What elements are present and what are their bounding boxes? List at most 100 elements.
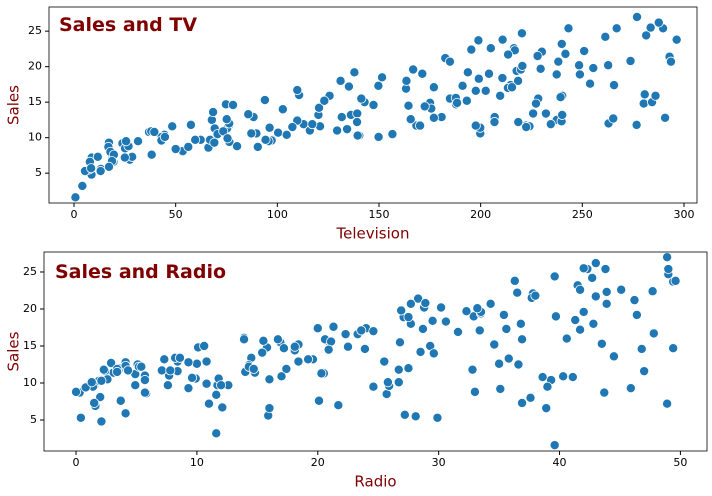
point (601, 298, 612, 309)
point (489, 117, 500, 128)
point (517, 60, 528, 71)
point (264, 403, 275, 414)
point (662, 252, 673, 263)
point (417, 323, 428, 334)
point (472, 303, 483, 314)
point (272, 334, 283, 345)
point (452, 326, 463, 337)
point (440, 316, 451, 327)
point (287, 122, 298, 133)
point (498, 309, 509, 320)
point (558, 371, 569, 382)
point (221, 114, 232, 125)
point (663, 264, 674, 275)
point (645, 22, 656, 33)
point (428, 348, 439, 359)
point (276, 371, 287, 382)
point (246, 128, 257, 139)
point (264, 122, 275, 133)
point (517, 397, 528, 408)
point (185, 119, 196, 130)
point (373, 131, 384, 142)
point (190, 134, 201, 145)
point (575, 284, 586, 295)
point (513, 117, 524, 128)
point (149, 126, 160, 137)
point (579, 46, 590, 57)
point (103, 161, 114, 172)
point (394, 337, 405, 348)
point (415, 120, 426, 131)
point (120, 408, 131, 419)
point (258, 335, 269, 346)
point (631, 309, 642, 320)
y-tick-label: 5 (35, 166, 42, 179)
point (191, 358, 202, 369)
point (501, 323, 512, 334)
point (396, 305, 407, 316)
point (609, 80, 620, 91)
point (201, 378, 212, 389)
point (209, 137, 220, 148)
point (319, 95, 330, 106)
point (611, 23, 622, 34)
point (517, 334, 528, 345)
point (170, 144, 181, 155)
x-tick-label: 50 (169, 208, 183, 221)
x-axis-label: Radio (354, 473, 396, 491)
point (352, 130, 363, 141)
point (75, 412, 86, 423)
point (608, 351, 619, 362)
point (368, 381, 379, 392)
point (670, 275, 681, 286)
point (216, 380, 227, 391)
point (174, 352, 185, 363)
point (528, 108, 539, 119)
point (71, 386, 82, 397)
point (428, 112, 439, 123)
point (165, 365, 176, 376)
point (427, 315, 438, 326)
point (585, 78, 596, 89)
point (513, 75, 524, 86)
y-tick-label: 25 (23, 265, 37, 278)
point (599, 387, 610, 398)
point (328, 321, 339, 332)
point (555, 92, 566, 103)
point (382, 377, 393, 388)
point (608, 113, 619, 124)
point (281, 363, 292, 374)
point (95, 392, 106, 403)
point (281, 129, 292, 140)
point (550, 311, 561, 322)
point (461, 306, 472, 317)
point (466, 44, 477, 55)
point (420, 298, 431, 309)
point (473, 35, 484, 46)
point (625, 383, 636, 394)
y-axis-label: Sales (5, 85, 23, 125)
chart-title: Sales and Radio (55, 261, 226, 283)
point (509, 275, 520, 286)
point (312, 323, 323, 334)
point (600, 31, 611, 42)
point (159, 131, 170, 142)
point (530, 290, 541, 301)
point (313, 395, 324, 406)
point (561, 333, 572, 344)
point (474, 325, 485, 336)
point (146, 149, 157, 160)
point (303, 354, 314, 365)
point (159, 354, 170, 365)
point (574, 60, 585, 71)
point (260, 134, 271, 145)
point (401, 75, 412, 86)
point (183, 141, 194, 152)
point (92, 151, 103, 162)
point (277, 104, 288, 115)
point (590, 291, 601, 302)
y-tick-label: 25 (28, 24, 42, 37)
point (314, 102, 325, 113)
point (415, 346, 426, 357)
